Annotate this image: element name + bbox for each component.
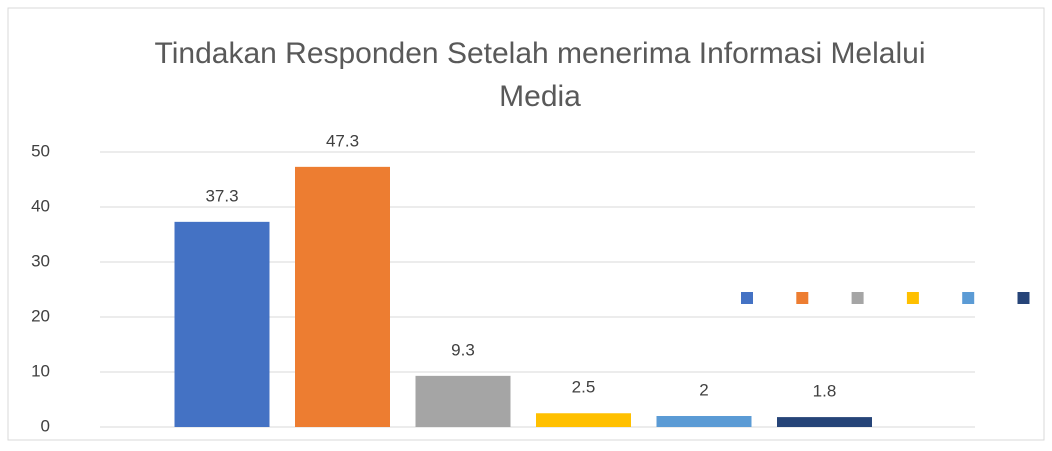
bar	[415, 375, 511, 427]
legend-swatch	[962, 292, 975, 304]
data-label: 1.8	[813, 382, 837, 401]
legend-swatch	[741, 292, 753, 304]
chart-title: Tindakan Responden Setelah menerima Info…	[154, 37, 926, 113]
legend-swatch	[796, 292, 809, 304]
data-label: 9.3	[451, 340, 475, 359]
legend-swatch	[1017, 292, 1030, 304]
chart-border	[7, 7, 1045, 441]
y-tick-label: 10	[31, 361, 50, 380]
y-tick-label: 0	[41, 416, 50, 435]
bar	[656, 416, 752, 427]
data-label: 2	[699, 380, 708, 399]
y-tick-label: 20	[31, 306, 50, 325]
y-tick-label: 30	[31, 251, 50, 270]
data-label: 2.5	[572, 378, 596, 397]
legend-swatch	[851, 292, 864, 304]
y-tick-label: 50	[31, 141, 50, 160]
data-label: 37.3	[205, 186, 238, 205]
bar	[174, 221, 270, 427]
data-label: 47.3	[326, 131, 359, 150]
bar	[295, 166, 390, 427]
bar	[777, 417, 872, 427]
bar	[536, 413, 631, 427]
legend-swatch	[906, 292, 919, 304]
y-tick-label: 40	[31, 196, 50, 215]
